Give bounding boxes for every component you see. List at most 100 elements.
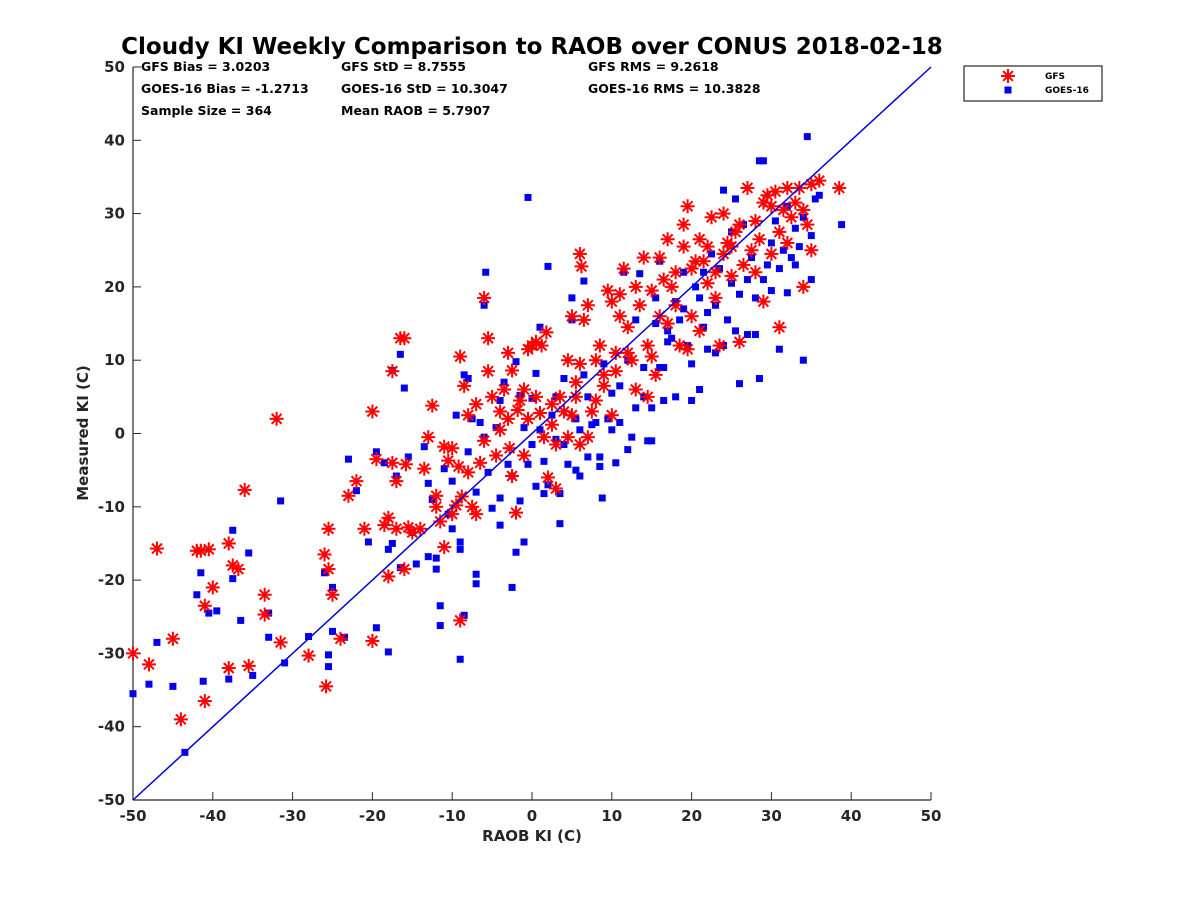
data-point-gfs [397,562,412,577]
data-point-goes16 [456,545,464,553]
data-point-goes16 [652,320,660,328]
data-point-gfs [205,580,220,595]
stat-gfs-std: GFS StD = 8.7555 [341,59,466,74]
data-point-goes16 [213,607,221,615]
data-point-goes16 [712,349,720,357]
data-point-gfs [752,232,767,247]
data-point-goes16 [568,294,576,302]
data-point-goes16 [528,440,536,448]
data-point-gfs [744,243,759,258]
data-point-goes16 [735,290,743,298]
data-point-goes16 [560,375,568,383]
data-point-gfs [632,298,647,313]
data-point-gfs [560,430,575,445]
data-point-goes16 [680,268,688,276]
data-point-gfs [796,279,811,294]
data-point-goes16 [588,421,596,429]
data-point-gfs [349,474,364,489]
data-point-goes16 [596,462,604,470]
data-point-gfs [732,334,747,349]
data-point-gfs [712,338,727,353]
data-point-gfs [257,587,272,602]
y-tick-label: 30 [104,205,125,223]
data-point-gfs [501,345,516,360]
data-point-gfs [365,633,380,648]
data-point-gfs [628,279,643,294]
data-point-goes16 [648,437,656,445]
data-point-gfs [301,648,316,663]
data-point-gfs [505,469,520,484]
data-point-gfs [592,338,607,353]
data-point-goes16 [799,213,807,221]
data-point-gfs [608,345,623,360]
data-point-goes16 [807,276,815,284]
data-point-goes16 [472,570,480,578]
data-point-goes16 [325,663,333,671]
data-point-goes16 [688,397,696,405]
data-point-goes16 [560,440,568,448]
data-point-gfs [596,378,611,393]
data-point-gfs [532,405,547,420]
data-point-goes16 [680,305,688,313]
data-point-gfs [780,235,795,250]
data-point-gfs [644,283,659,298]
data-point-goes16 [688,360,696,368]
x-tick-label: -40 [199,807,226,825]
data-point-gfs [141,657,156,672]
data-point-gfs [319,679,334,694]
data-point-gfs [357,521,372,536]
data-point-goes16 [281,659,289,667]
data-point-gfs [365,404,380,419]
data-point-gfs [692,323,707,338]
data-point-goes16 [628,433,636,441]
data-point-goes16 [728,279,735,287]
data-point-gfs [680,199,695,214]
x-axis-label: RAOB KI (C) [482,827,582,845]
data-point-goes16 [608,426,616,434]
data-point-gfs [437,540,452,555]
data-point-goes16 [424,479,432,487]
data-point-goes16 [731,195,739,203]
data-point-goes16 [245,549,253,557]
data-point-goes16 [504,460,512,468]
data-point-gfs [660,232,675,247]
data-point-gfs [385,364,400,379]
data-point-gfs [608,364,623,379]
data-point-goes16 [492,424,500,432]
data-point-gfs [708,290,723,305]
data-point-goes16 [476,419,484,427]
data-point-goes16 [464,375,472,383]
data-point-gfs [732,217,747,232]
data-point-goes16 [584,453,592,461]
data-point-gfs [588,353,603,368]
data-point-goes16 [472,488,480,496]
data-point-gfs [321,521,336,536]
data-point-goes16 [277,497,285,505]
data-point-gfs [700,239,715,254]
data-point-gfs [231,562,246,577]
data-point-goes16 [512,358,520,366]
data-point-goes16 [508,583,516,591]
x-tick-label: -20 [359,807,386,825]
data-point-gfs [449,498,464,513]
data-point-goes16 [488,504,496,512]
data-point-goes16 [799,356,807,364]
data-point-goes16 [536,426,544,434]
x-tick-label: 30 [761,807,782,825]
data-point-goes16 [632,316,640,324]
data-point-gfs [756,294,771,309]
data-point-goes16 [656,364,664,372]
data-point-gfs [517,448,532,463]
data-point-gfs [517,382,532,397]
stat-goes-bias: GOES-16 Bias = -1.2713 [141,81,309,96]
data-point-goes16 [608,389,616,397]
data-point-gfs [728,224,743,239]
data-point-goes16 [472,580,480,588]
data-point-goes16 [624,446,632,454]
data-point-gfs [389,474,404,489]
data-point-goes16 [456,655,464,663]
data-point-gfs [576,312,591,327]
data-point-gfs [628,382,643,397]
